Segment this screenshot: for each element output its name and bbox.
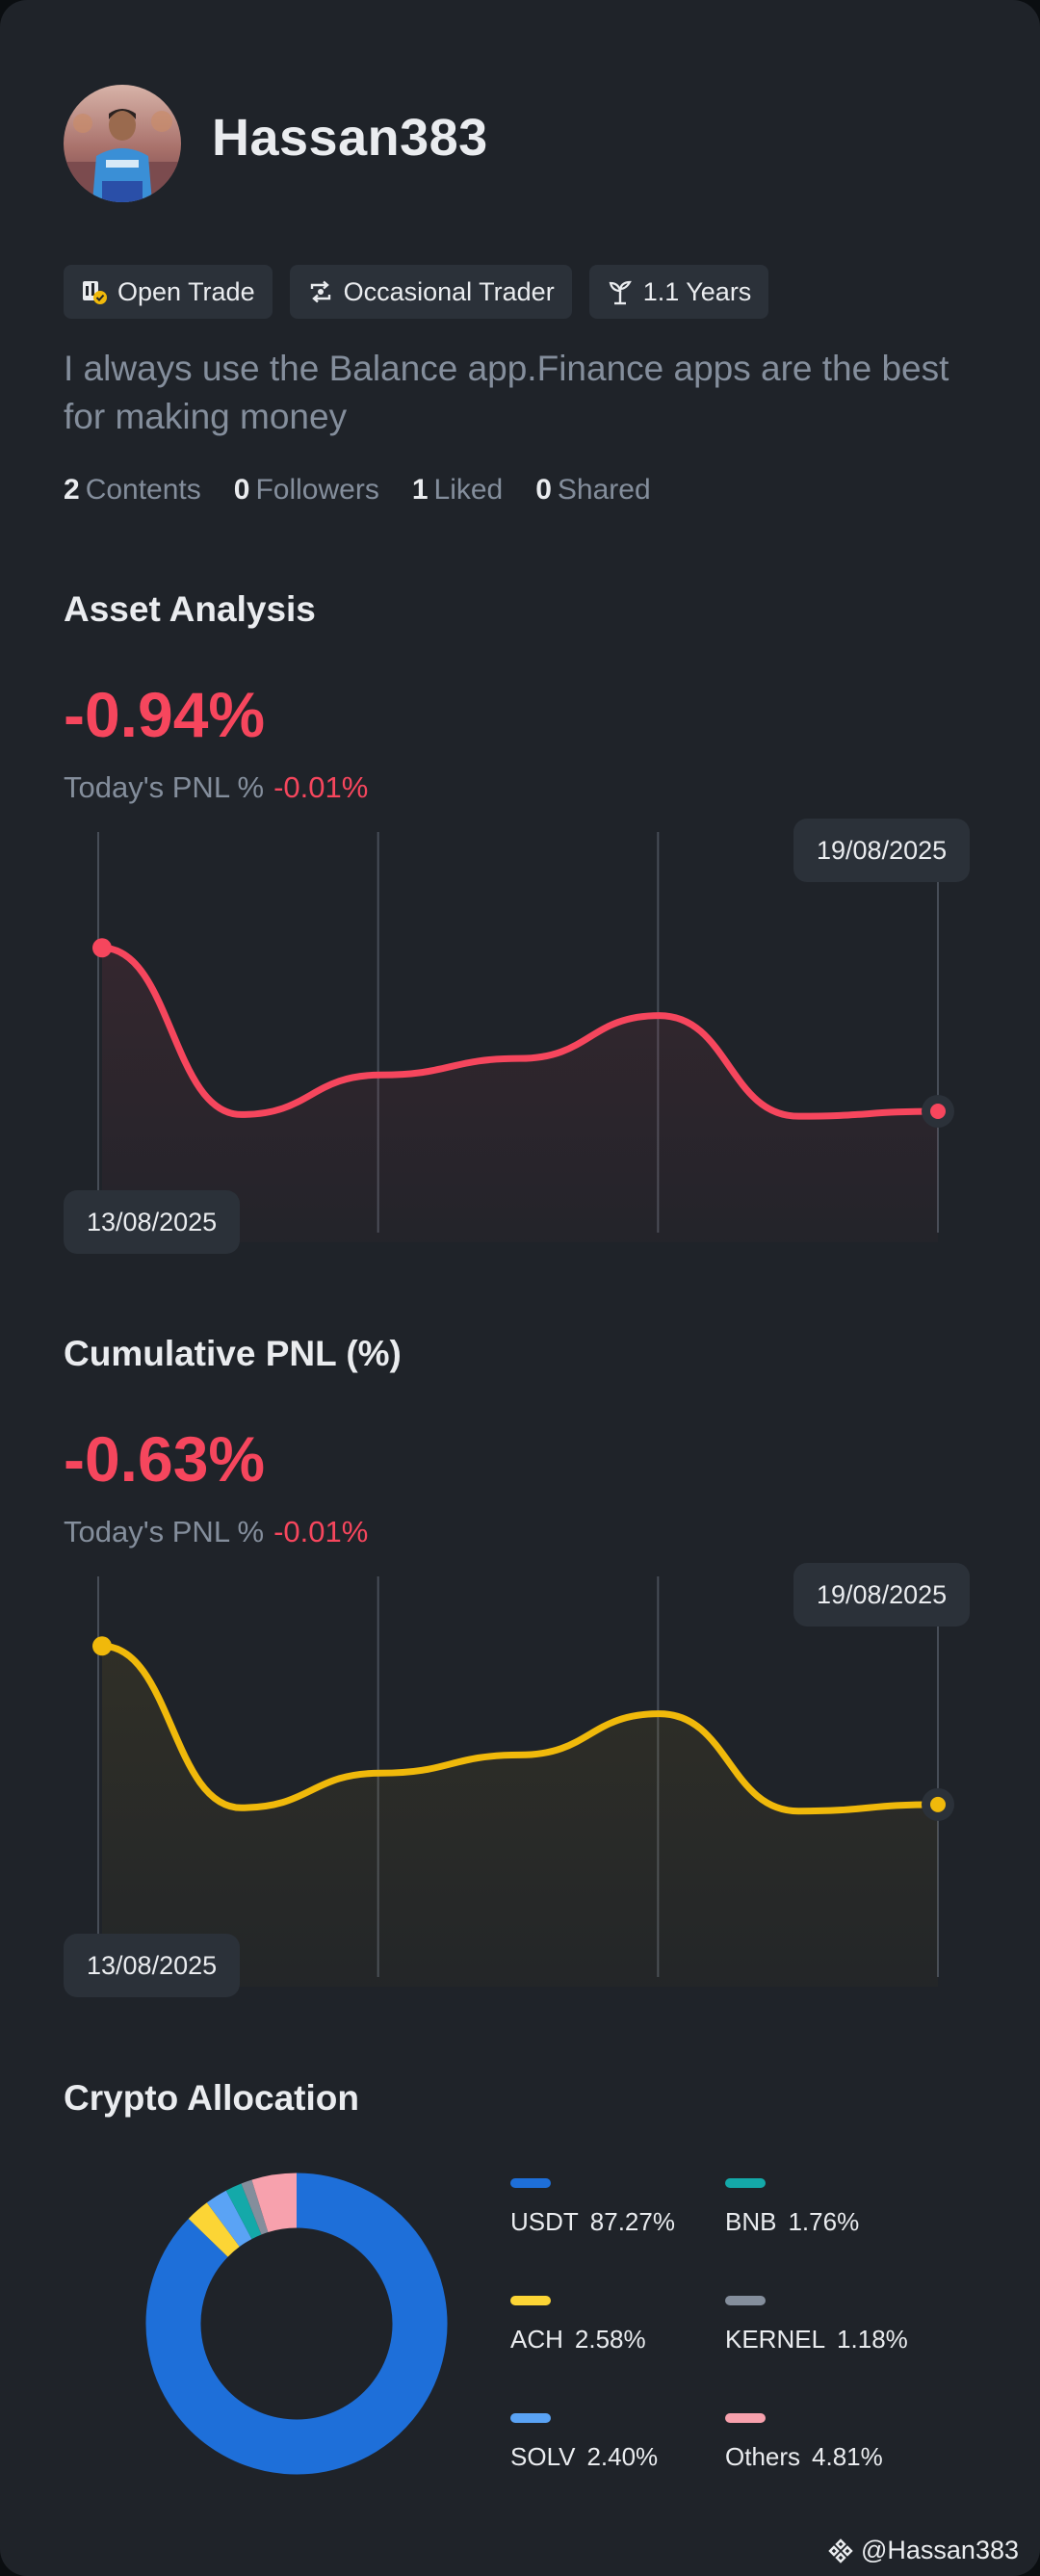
asset-analysis-value: -0.94% — [64, 679, 266, 750]
legend-kernel[interactable]: KERNEL 1.18% — [725, 2296, 908, 2355]
donut-slice-kernel[interactable] — [241, 2179, 269, 2235]
legend-usdt[interactable]: USDT 87.27% — [510, 2178, 675, 2237]
sprout-icon — [609, 280, 632, 305]
stat-shared[interactable]: 0 Shared — [535, 474, 651, 506]
username: Hassan383 — [212, 109, 488, 167]
tag-open-trade[interactable]: Open Trade — [64, 265, 273, 319]
donut-slice-ach[interactable] — [188, 2202, 241, 2258]
allocation-donut-chart[interactable] — [144, 2172, 449, 2476]
donut-slice-usdt[interactable] — [145, 2173, 448, 2475]
legend-others[interactable]: Others 4.81% — [725, 2413, 883, 2472]
chart-data-point — [92, 938, 112, 958]
tag-label: Occasional Trader — [343, 276, 555, 306]
profile-tags: Open Trade Occasional Trader 1.1 Years — [64, 265, 769, 319]
legend-swatch — [510, 2178, 551, 2188]
legend-swatch — [725, 2178, 766, 2188]
repeat-icon — [310, 280, 330, 303]
tag-label: Open Trade — [117, 276, 255, 306]
legend-solv[interactable]: SOLV 2.40% — [510, 2413, 658, 2472]
cumulative-pnl-title: Cumulative PNL (%) — [64, 1334, 402, 1373]
chart-data-point — [92, 1636, 112, 1656]
asset-analysis-chart[interactable] — [0, 819, 1040, 1242]
chart-area-fill — [102, 1646, 938, 1987]
chart-data-point — [930, 1104, 946, 1119]
chart-data-point — [930, 1796, 946, 1812]
avatar-image — [64, 85, 181, 202]
cumulative-end-date: 19/08/2025 — [793, 1563, 971, 1626]
legend-ach[interactable]: ACH 2.58% — [510, 2296, 646, 2355]
donut-slice-others[interactable] — [251, 2173, 298, 2233]
stat-followers[interactable]: 0 Followers — [233, 474, 379, 506]
legend-bnb[interactable]: BNB 1.76% — [725, 2178, 859, 2237]
stat-contents[interactable]: 2 Contents — [64, 474, 201, 506]
stat-liked[interactable]: 1 Liked — [411, 474, 504, 506]
avatar[interactable] — [64, 85, 181, 202]
donut-slice-solv[interactable] — [206, 2190, 252, 2248]
cumulative-today-pnl: Today's PNL % -0.01% — [64, 1515, 369, 1548]
asset-today-pnl: Today's PNL % -0.01% — [64, 770, 369, 804]
open-trade-icon — [83, 281, 107, 304]
asset-end-date: 19/08/2025 — [793, 819, 971, 882]
asset-start-date: 13/08/2025 — [64, 1190, 241, 1254]
profile-stats: 2 Contents 0 Followers 1 Liked 0 Shared — [64, 474, 651, 507]
tag-label: 1.1 Years — [642, 276, 752, 306]
binance-logo-icon — [828, 2537, 853, 2563]
chart-series-line — [98, 1642, 942, 1815]
cumulative-pnl-chart[interactable] — [0, 1563, 1040, 1987]
legend-swatch — [510, 2413, 551, 2423]
crypto-allocation-title: Crypto Allocation — [64, 2078, 359, 2118]
cumulative-pnl-value: -0.63% — [64, 1423, 266, 1495]
watermark: @Hassan383 — [828, 2536, 1019, 2565]
chart-area-fill — [102, 948, 938, 1242]
legend-swatch — [725, 2296, 766, 2305]
donut-slice-bnb[interactable] — [225, 2183, 262, 2240]
legend-swatch — [725, 2413, 766, 2423]
tag-years[interactable]: 1.1 Years — [588, 265, 769, 319]
chart-series-line — [98, 944, 942, 1120]
cumulative-start-date: 13/08/2025 — [64, 1934, 241, 1997]
asset-analysis-title: Asset Analysis — [64, 589, 316, 629]
profile-bio: I always use the Balance app.Finance app… — [64, 349, 949, 436]
legend-swatch — [510, 2296, 551, 2305]
tag-occasional-trader[interactable]: Occasional Trader — [289, 265, 572, 319]
